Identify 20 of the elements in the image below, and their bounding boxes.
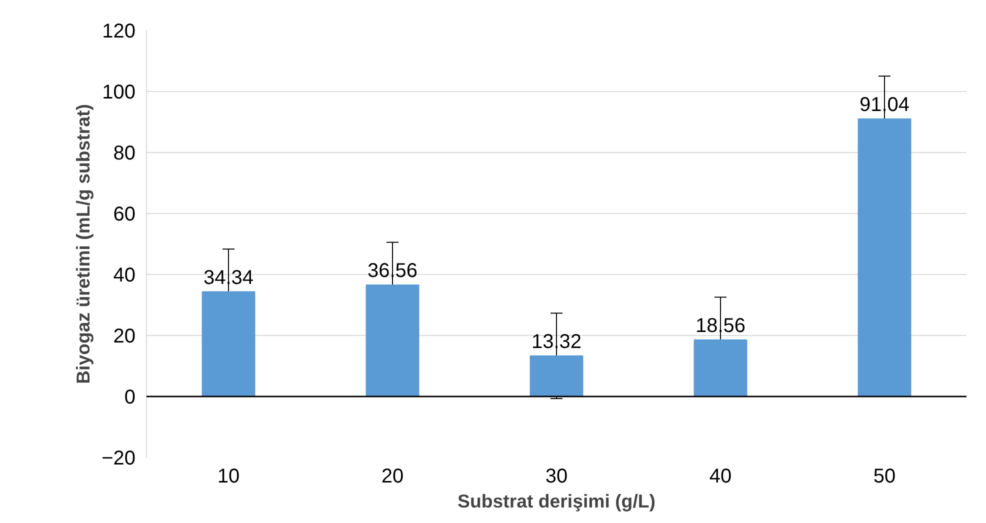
x-axis-title: Substrat derişimi (g/L)	[458, 490, 656, 512]
y-tick-label: 120	[102, 20, 136, 42]
bar	[858, 118, 912, 397]
y-tick-label: 20	[113, 326, 136, 348]
y-tick-label: −20	[102, 448, 136, 470]
bar	[202, 291, 256, 397]
y-tick-label: 60	[113, 204, 136, 226]
y-tick-label: 80	[113, 142, 136, 164]
x-tick-label: 50	[873, 466, 896, 488]
bar	[366, 284, 420, 397]
x-tick-label: 10	[217, 466, 240, 488]
x-tick-label: 30	[545, 466, 568, 488]
x-tick-label: 40	[709, 466, 732, 488]
y-tick-label: 40	[113, 264, 136, 286]
bar	[530, 355, 584, 397]
y-tick-label: 0	[124, 386, 136, 408]
y-tick-label: 100	[102, 82, 136, 104]
y-axis-title: Biyogaz üretimi (mL/g substrat)	[72, 104, 94, 384]
x-tick-label: 20	[381, 466, 404, 488]
bar	[694, 339, 748, 397]
